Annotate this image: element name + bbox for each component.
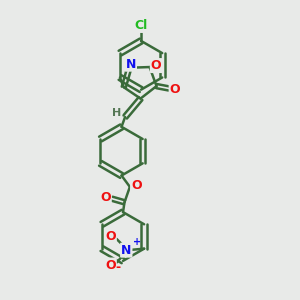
Text: H: H [112, 108, 122, 118]
Text: O: O [105, 230, 116, 243]
Text: +: + [133, 237, 141, 247]
Text: O: O [169, 83, 180, 97]
Text: Cl: Cl [134, 19, 148, 32]
Text: N: N [121, 244, 131, 257]
Text: -: - [115, 261, 120, 274]
Text: O: O [105, 259, 116, 272]
Text: O: O [100, 191, 111, 204]
Text: O: O [131, 179, 142, 192]
Text: N: N [126, 58, 136, 71]
Text: O: O [151, 59, 161, 72]
